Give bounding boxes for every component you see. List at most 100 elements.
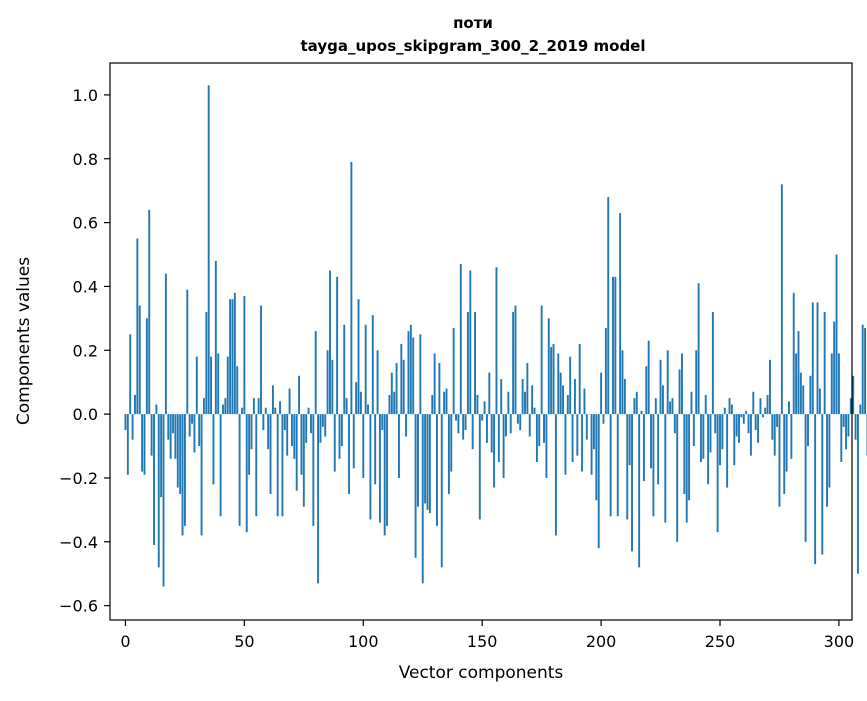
bar [855,414,857,440]
bar [757,414,759,443]
bar [767,395,769,414]
bar [681,353,683,414]
bar [438,363,440,414]
bar [555,414,557,535]
bar [488,373,490,415]
bar [203,398,205,414]
bar [424,414,426,503]
bar [650,414,652,468]
bar [322,414,324,427]
bar [431,395,433,414]
bar [267,414,269,449]
bar [745,411,747,414]
bar [220,414,222,516]
bar [279,401,281,414]
bar [691,392,693,414]
bar [146,318,148,414]
bar [479,414,481,519]
bar [208,85,210,414]
bar [688,414,690,500]
bar [436,414,438,526]
bar [662,385,664,414]
bar [698,283,700,414]
bar [174,414,176,459]
bar [833,322,835,415]
bar [695,350,697,414]
bar [707,414,709,484]
bar [277,414,279,516]
bar [510,414,512,433]
bar [557,353,559,414]
bar [270,414,272,494]
bar [724,408,726,414]
bar [198,414,200,446]
bar [667,350,669,414]
bar [655,398,657,414]
bar [315,331,317,414]
bar [398,414,400,478]
bar [643,414,645,481]
bar [774,414,776,456]
bar [348,414,350,494]
bar [828,414,830,487]
bar [227,357,229,414]
x-tick-label: 200 [586,632,617,651]
bar [541,306,543,415]
bar [726,414,728,487]
bar [419,334,421,414]
bar [484,401,486,414]
bar [210,357,212,414]
bar [246,414,248,532]
bar [127,414,129,475]
bar [507,392,509,414]
bar [476,395,478,414]
bar [581,414,583,471]
bar [355,382,357,414]
bar [429,414,431,513]
bar [396,363,398,414]
bar [862,325,864,414]
bar [612,277,614,414]
bar [657,414,659,484]
x-tick-label: 150 [467,632,498,651]
bar [614,277,616,414]
bar [400,344,402,414]
bar [350,162,352,414]
bar [353,414,355,468]
bar [310,414,312,433]
bar [255,414,257,516]
bar [498,414,500,462]
y-tick-label: 0.6 [73,214,98,233]
bar [567,395,569,414]
y-tick-label: 0.8 [73,150,98,169]
bar [805,414,807,542]
bar [769,360,771,414]
bar [733,414,735,465]
bar [305,414,307,443]
bar [686,414,688,523]
bar [284,414,286,430]
bar [224,398,226,414]
bar [300,414,302,475]
bar [550,347,552,414]
bar [619,213,621,414]
bar [469,270,471,414]
y-tick-label: −0.4 [59,533,98,552]
bar [560,373,562,415]
bar [798,331,800,414]
bar [160,414,162,497]
bar [248,414,250,475]
bar [193,414,195,452]
x-tick-label: 50 [234,632,254,651]
bar [486,414,488,443]
x-tick-label: 0 [120,632,130,651]
bar [222,405,224,415]
bar [448,414,450,494]
bar [286,414,288,456]
bar [136,239,138,415]
bar [781,184,783,414]
bar [462,414,464,440]
bar [372,315,374,414]
bar [617,414,619,516]
